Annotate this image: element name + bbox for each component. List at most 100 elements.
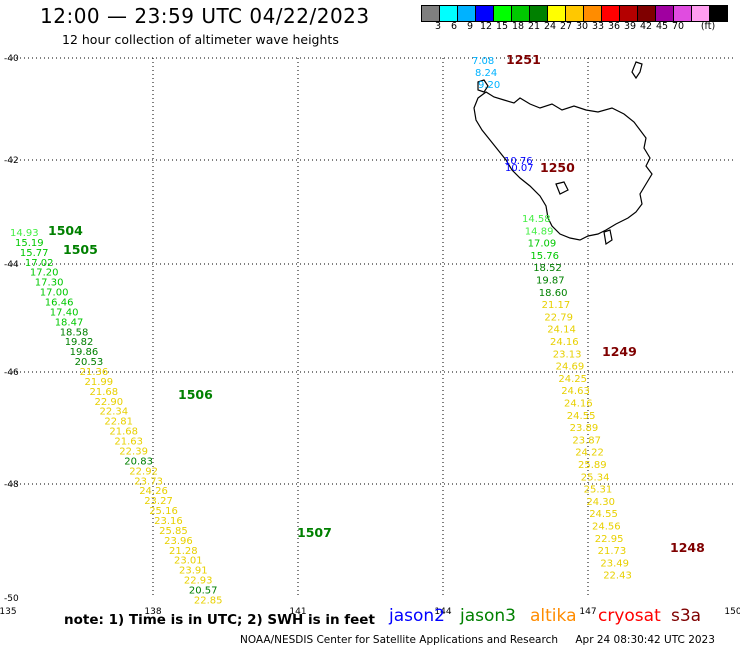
wave-height-label: 24.22: [575, 448, 604, 459]
wave-height-label: 18.60: [539, 288, 568, 299]
tasmania-coast-path: [473, 91, 653, 241]
lat-tick-label: -50: [4, 594, 19, 604]
scale-label: 27: [559, 21, 573, 32]
scale-label: 33: [591, 21, 605, 32]
lon-tick-label: 138: [144, 607, 161, 617]
scale-label: 45: [655, 21, 669, 32]
lon-tick-label: 141: [289, 607, 306, 617]
wave-height-label: 15.76: [530, 251, 559, 262]
wave-height-label: 21.68: [109, 427, 138, 438]
pass-number-label: 1505: [63, 242, 98, 257]
wave-height-label: 22.92: [129, 466, 158, 477]
wave-height-label: 23.73: [134, 476, 163, 487]
lat-tick-label: -46: [4, 368, 19, 378]
scale-label: 3: [434, 21, 442, 32]
wave-height-label: 21.73: [598, 546, 627, 557]
lon-tick-label: 150: [724, 607, 740, 617]
satellite-legend-item: jason3: [460, 606, 516, 626]
footer-org: NOAA/NESDIS Center for Satellite Applica…: [240, 634, 558, 646]
wave-height-label: 17.02: [25, 258, 54, 269]
pass-number-label: 1507: [297, 525, 332, 540]
wave-height-label: 9.20: [478, 80, 500, 91]
lat-tick-label: -44: [4, 260, 19, 270]
wave-height-label: 8.24: [475, 68, 497, 79]
pass-labels: 1504 1505 1506 1507 1251 1250 1249 1248: [48, 52, 705, 555]
wave-height-label: 25.85: [159, 526, 188, 537]
wave-height-label: 21.68: [90, 387, 119, 398]
wave-height-label: 22.43: [603, 571, 632, 582]
wave-height-label: 19.87: [536, 276, 565, 287]
lon-tick-label: 135: [0, 607, 17, 617]
wave-height-label: 7.08: [472, 56, 494, 67]
wave-height-label: 25.89: [578, 460, 607, 471]
scale-label: 24: [543, 21, 557, 32]
wave-height-label: 21.63: [114, 437, 143, 448]
scale-label: 30: [575, 21, 589, 32]
bruny-island-path: [603, 229, 613, 246]
scale-label: 18: [511, 21, 525, 32]
units-note: note: 1) Time is in UTC; 2) SWH is in fe…: [64, 612, 375, 628]
wave-height-label: 14.58: [522, 214, 551, 225]
wave-height-label: 22.95: [595, 534, 624, 545]
wave-height-label: 18.58: [60, 327, 89, 338]
wave-height-label: 24.69: [556, 362, 585, 373]
lake-path: [555, 181, 569, 195]
wave-height-label: 25.16: [149, 506, 178, 517]
wave-height-label: 20.53: [75, 357, 104, 368]
wave-height-label: 23.96: [164, 536, 193, 547]
footer-date: Apr 24 08:30:42 UTC 2023: [575, 634, 715, 646]
color-scale-legend: [421, 5, 728, 22]
tasmania-coastline: [473, 61, 653, 246]
wave-height-label: 25.31: [584, 485, 613, 496]
wave-height-label: 10.07: [505, 163, 534, 174]
wave-height-label: 10.76: [504, 156, 533, 167]
scale-swatch: [709, 5, 728, 22]
scale-label: 39: [623, 21, 637, 32]
wave-height-label: 24.55: [567, 411, 596, 422]
wave-height-label: 21.36: [80, 367, 109, 378]
lat-lon-grid: 135 138 141 144 147 150 -40 -42 -44 -46 -48 -50: [0, 54, 740, 617]
wave-height-label: 24.25: [558, 374, 587, 385]
wave-height-label: 19.86: [70, 347, 99, 358]
scale-label: 9: [466, 21, 474, 32]
wave-height-label: 18.52: [533, 263, 562, 274]
wave-height-label: 23.89: [570, 423, 599, 434]
satellite-legend-item: cryosat: [598, 606, 661, 626]
wave-height-label: 21.99: [85, 377, 114, 388]
scale-label: 36: [607, 21, 621, 32]
wave-height-label: 22.90: [95, 397, 124, 408]
wave-height-label: 23.27: [144, 496, 173, 507]
footer: NOAA/NESDIS Center for Satellite Applica…: [240, 634, 715, 646]
wave-height-label: 23.01: [174, 556, 203, 567]
wave-height-label: 24.30: [586, 497, 615, 508]
wave-height-label: 23.49: [600, 558, 629, 569]
wave-height-label: 18.47: [55, 317, 84, 328]
pass-number-label: 1249: [602, 344, 637, 359]
wave-height-label: 17.20: [30, 268, 59, 279]
wave-height-label: 22.34: [100, 407, 129, 418]
wave-height-label: 22.39: [119, 447, 148, 458]
wave-height-label: 14.93: [10, 228, 39, 239]
wave-height-label: 24.16: [564, 399, 593, 410]
map-title: 12:00 — 23:59 UTC 04/22/2023: [40, 4, 370, 28]
pass-number-label: 1251: [506, 52, 541, 67]
scale-label: 15: [495, 21, 509, 32]
pass-number-label: 1504: [48, 223, 83, 238]
wave-height-label: 19.82: [65, 337, 94, 348]
pass-number-label: 1248: [670, 540, 705, 555]
wave-height-label: 22.85: [194, 595, 223, 606]
wave-height-label: 16.46: [45, 298, 74, 309]
wave-height-label: 22.93: [184, 576, 213, 587]
wave-height-label: 22.81: [104, 417, 133, 428]
wave-height-label: 24.63: [561, 386, 590, 397]
wave-height-label: 24.55: [589, 509, 618, 520]
lat-tick-label: -48: [4, 480, 19, 490]
satellite-legend-item: altika: [530, 606, 577, 626]
scale-label: 42: [639, 21, 653, 32]
wave-height-label: 23.91: [179, 566, 208, 577]
wave-height-label: 20.83: [124, 456, 153, 467]
scale-label: 70: [671, 21, 685, 32]
wave-height-label: 23.87: [572, 435, 601, 446]
wave-height-label: 17.09: [528, 239, 557, 250]
